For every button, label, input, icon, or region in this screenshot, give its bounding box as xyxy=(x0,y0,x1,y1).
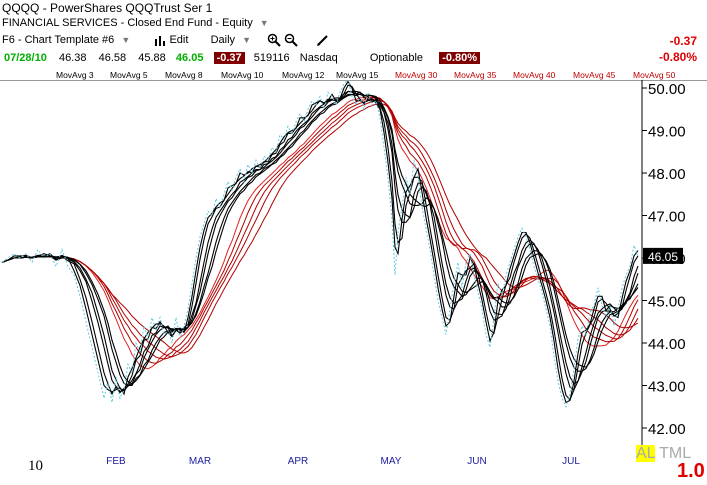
tml-label[interactable]: TML xyxy=(659,445,692,462)
chevron-down-icon[interactable]: ▼ xyxy=(259,18,269,28)
bar-chart-icon[interactable] xyxy=(154,34,169,46)
x-tick-label: MAR xyxy=(189,456,211,467)
y-tick-label: 43.00 xyxy=(648,379,686,396)
volume-value: 519116 xyxy=(253,52,290,64)
change-percent-badge: -0.80% xyxy=(439,52,481,64)
legend-ma45[interactable]: MovAvg 45 xyxy=(573,70,616,80)
al-label[interactable]: AL xyxy=(636,445,655,462)
legend-ma3[interactable]: MovAvg 3 xyxy=(56,70,94,80)
short-moving-average-line xyxy=(1,93,639,385)
legend-ma10[interactable]: MovAvg 10 xyxy=(221,70,264,80)
chart-top-border xyxy=(0,80,707,81)
y-tick-label: 50.00 xyxy=(648,81,686,98)
toolbar-row: F6 - Chart Template #6 ▼ Edit Daily ▼ xyxy=(2,33,330,47)
period-select[interactable]: Daily xyxy=(210,34,236,46)
edit-button[interactable]: Edit xyxy=(169,34,189,46)
close-value: 46.05 xyxy=(175,52,204,64)
exchange-label: Nasdaq xyxy=(299,52,338,64)
zoom-in-icon[interactable] xyxy=(267,33,284,47)
change-badge: -0.37 xyxy=(213,52,245,64)
y-tick-label: 42.00 xyxy=(648,421,686,438)
last-price-label: 46.05 xyxy=(648,250,678,264)
al-tml-indicator: AL TML xyxy=(636,445,691,463)
quote-row: 07/28/10 46.38 46.58 45.88 46.05 -0.37 5… xyxy=(4,51,481,65)
x-tick-label: FEB xyxy=(106,456,126,467)
legend-ma5[interactable]: MovAvg 5 xyxy=(110,70,148,80)
sector-label: FINANCIAL SERVICES xyxy=(2,17,118,29)
x-tick-label: JUL xyxy=(562,456,580,467)
chevron-down-icon[interactable]: ▼ xyxy=(242,35,251,45)
high-value: 46.58 xyxy=(98,52,127,64)
bottom-left-label: 10 xyxy=(28,458,43,474)
change-percent-right: -0.80% xyxy=(658,50,697,64)
short-moving-average-line xyxy=(1,84,639,401)
chevron-down-icon[interactable]: ▼ xyxy=(121,35,131,45)
y-tick-label: 49.00 xyxy=(648,124,686,141)
y-tick-label: 48.00 xyxy=(648,166,686,183)
change-right: -0.37 xyxy=(669,34,697,48)
long-moving-average-line xyxy=(1,96,639,370)
optionable-label: Optionable xyxy=(369,52,424,64)
quote-date: 07/28/10 xyxy=(4,52,47,64)
subsector-label: Closed End Fund - Equity xyxy=(127,17,253,29)
long-moving-average-line xyxy=(1,99,639,358)
symbol-label[interactable]: QQQQ xyxy=(2,1,40,15)
security-name: PowerShares QQQTrust Ser 1 xyxy=(50,1,213,15)
legend-ma40[interactable]: MovAvg 40 xyxy=(513,70,556,80)
legend-ma35[interactable]: MovAvg 35 xyxy=(454,70,497,80)
last-price-tag xyxy=(643,247,683,264)
template-select[interactable]: F6 - Chart Template #6 xyxy=(2,34,115,46)
price-chart[interactable]: 50.0049.0048.0047.0046.0045.0044.0043.00… xyxy=(0,80,707,485)
y-tick-label: 47.00 xyxy=(648,209,686,226)
short-moving-average-line xyxy=(1,80,639,404)
x-tick-label: APR xyxy=(288,456,309,467)
x-tick-label: MAY xyxy=(381,456,402,467)
short-moving-average-line xyxy=(1,93,639,387)
legend-ma8[interactable]: MovAvg 8 xyxy=(165,70,203,80)
low-value: 45.88 xyxy=(138,52,166,64)
sector-row: FINANCIAL SERVICES - Closed End Fund - E… xyxy=(2,17,269,29)
x-tick-label: JUN xyxy=(467,456,486,467)
y-tick-label: 45.00 xyxy=(648,294,686,311)
long-moving-average-line xyxy=(1,103,639,354)
bottom-right-value: 1.0 xyxy=(677,460,705,482)
pencil-icon[interactable] xyxy=(316,34,330,47)
legend-ma30[interactable]: MovAvg 30 xyxy=(395,70,438,80)
long-moving-average-line xyxy=(1,97,639,364)
moving-average-legend: MovAvg 3 MovAvg 5 MovAvg 8 MovAvg 10 Mov… xyxy=(0,69,707,81)
open-value: 46.38 xyxy=(58,52,87,64)
legend-ma12[interactable]: MovAvg 12 xyxy=(282,70,325,80)
legend-ma15[interactable]: MovAvg 15 xyxy=(336,70,379,80)
y-tick-label: 44.00 xyxy=(648,336,686,353)
symbol-title-row: QQQQ - PowerShares QQQTrust Ser 1 xyxy=(2,1,213,15)
legend-ma50[interactable]: MovAvg 50 xyxy=(633,70,676,80)
zoom-out-icon[interactable] xyxy=(284,33,301,47)
